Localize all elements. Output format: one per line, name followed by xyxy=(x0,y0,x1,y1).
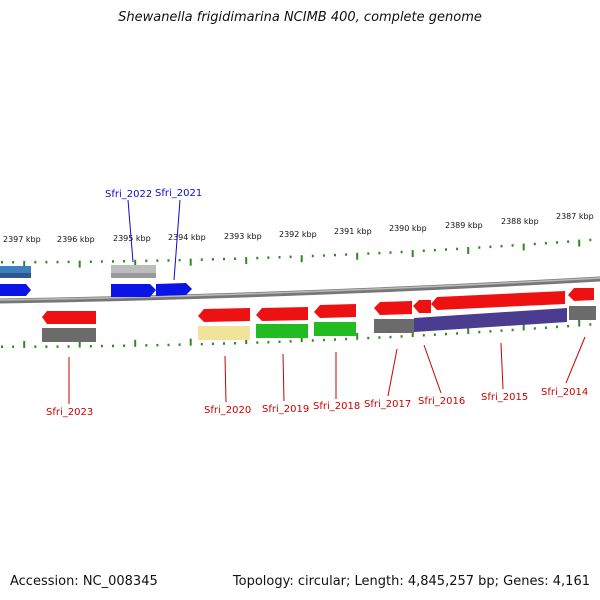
gene-arrow-reverse[interactable] xyxy=(413,300,431,313)
scale-label: 2397 kbp xyxy=(3,235,41,244)
label-leader-line xyxy=(423,344,442,394)
scale-label: 2395 kbp xyxy=(113,234,151,243)
gene-label[interactable]: Sfri_2016 xyxy=(418,396,465,407)
scale-label: 2392 kbp xyxy=(279,230,317,239)
scale-label: 2390 kbp xyxy=(389,224,427,233)
gene-label[interactable]: Sfri_2022 xyxy=(105,189,152,200)
gene-label[interactable]: Sfri_2019 xyxy=(262,404,309,415)
gene-label[interactable]: Sfri_2017 xyxy=(364,399,411,410)
label-leader-line xyxy=(500,342,504,390)
genome-backbone xyxy=(0,276,600,304)
label-leader-line xyxy=(127,199,134,263)
gene-track-gray[interactable] xyxy=(374,319,414,333)
gene-track-pseudo-shade xyxy=(111,273,156,278)
gene-arrow-reverse[interactable] xyxy=(42,311,96,324)
label-leader-line xyxy=(387,348,398,397)
gene-arrow-forward[interactable] xyxy=(156,283,192,296)
scale-label: 2394 kbp xyxy=(168,233,206,242)
gene-label[interactable]: Sfri_2023 xyxy=(46,407,93,418)
gene-arrow-reverse[interactable] xyxy=(431,291,565,310)
gene-arrow-reverse[interactable] xyxy=(314,304,356,318)
genome-backbone-highlight xyxy=(0,277,600,301)
gene-arrow-reverse[interactable] xyxy=(568,288,594,301)
label-leader-line xyxy=(565,336,586,384)
gene-arrow-reverse[interactable] xyxy=(374,301,412,315)
gene-track-green[interactable] xyxy=(314,322,356,336)
gene-label[interactable]: Sfri_2020 xyxy=(204,405,251,416)
scale-label: 2393 kbp xyxy=(224,232,262,241)
scale-label: 2396 kbp xyxy=(57,235,95,244)
genome-summary-text: Topology: circular; Length: 4,845,257 bp… xyxy=(232,574,590,589)
gene-track-green[interactable] xyxy=(256,324,308,338)
gene-arrow-forward[interactable] xyxy=(111,284,156,297)
scale-label: 2391 kbp xyxy=(334,227,372,236)
label-leader-line xyxy=(224,355,227,403)
gene-arrow-reverse[interactable] xyxy=(256,307,308,321)
gene-track-gray[interactable] xyxy=(42,328,96,342)
scale-label: 2387 kbp xyxy=(556,212,594,221)
upper-scale-ticks xyxy=(1,238,592,268)
gene-label[interactable]: Sfri_2021 xyxy=(155,188,202,199)
scale-label: 2389 kbp xyxy=(445,221,483,230)
gene-label[interactable]: Sfri_2015 xyxy=(481,392,528,403)
gene-track-yellow[interactable] xyxy=(198,326,250,340)
gene-label[interactable]: Sfri_2018 xyxy=(313,401,360,412)
gene-label[interactable]: Sfri_2014 xyxy=(541,387,588,398)
label-leader-line xyxy=(282,353,285,402)
scale-label: 2388 kbp xyxy=(501,217,539,226)
gene-track-purple[interactable] xyxy=(414,308,567,332)
gene-arrow-reverse[interactable] xyxy=(198,308,250,322)
accession-text: Accession: NC_008345 xyxy=(10,574,158,589)
genome-title: Shewanella frigidimarina NCIMB 400, comp… xyxy=(118,10,482,25)
gene-track-gray[interactable] xyxy=(569,306,596,320)
gene-track-steelblue-shade xyxy=(0,273,31,278)
gene-arrow-forward[interactable] xyxy=(0,284,31,296)
label-leader-line xyxy=(173,199,181,281)
